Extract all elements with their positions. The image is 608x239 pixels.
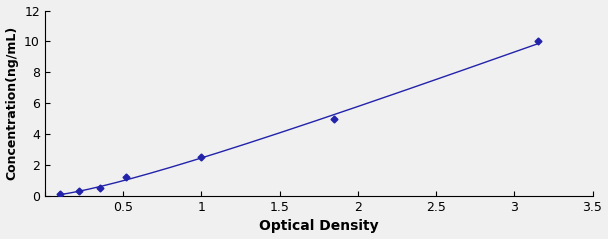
Y-axis label: Concentration(ng/mL): Concentration(ng/mL) [5, 26, 19, 180]
X-axis label: Optical Density: Optical Density [259, 219, 379, 234]
